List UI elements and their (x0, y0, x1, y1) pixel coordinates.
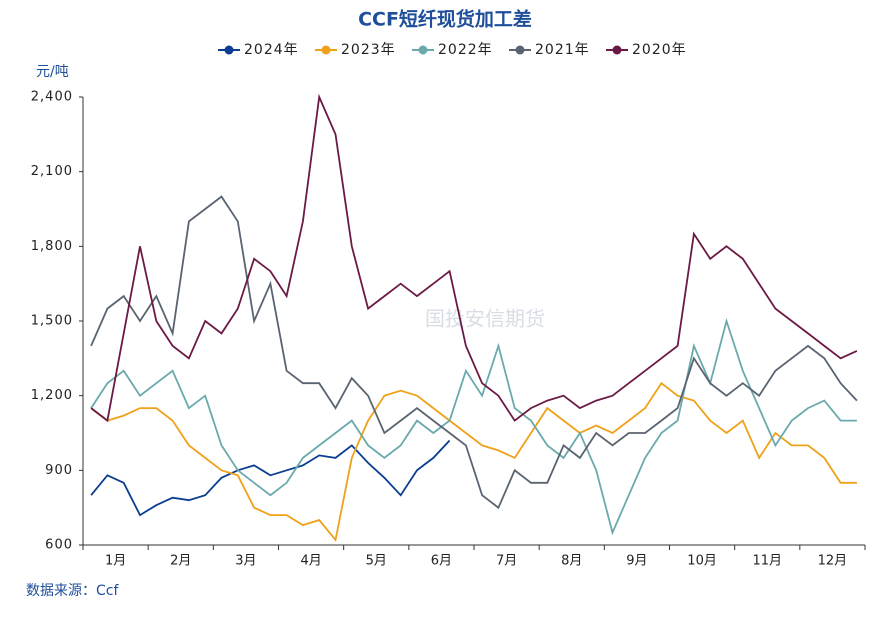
legend-marker (418, 45, 428, 55)
x-tick-label: 8月 (561, 554, 582, 569)
series-line (90, 439, 451, 517)
y-tick-label: 2,400 (31, 90, 73, 105)
y-tick-label: 900 (45, 463, 73, 478)
y-tick-label: 600 (45, 538, 73, 553)
x-tick-label: 2月 (170, 554, 191, 569)
chart-title: CCF短纤现货加工差 (358, 8, 532, 31)
series-line (90, 93, 858, 423)
x-tick-label: 1月 (105, 554, 126, 569)
legend-label: 2020年 (632, 42, 687, 58)
y-unit: 元/吨 (36, 64, 69, 80)
series-line (90, 317, 857, 536)
x-tick-label: 9月 (626, 554, 647, 569)
y-tick-label: 1,800 (31, 239, 73, 254)
series-line (90, 381, 857, 543)
legend-label: 2024年 (244, 42, 299, 58)
legend-marker (612, 45, 622, 55)
legend-marker (321, 45, 331, 55)
legend-label: 2023年 (341, 42, 396, 58)
legend-label: 2022年 (438, 42, 493, 58)
x-tick-label: 3月 (235, 554, 256, 569)
x-tick-label: 11月 (752, 554, 782, 569)
y-tick-label: 1,200 (31, 388, 73, 403)
watermark: 国投安信期货 (425, 307, 545, 331)
x-tick-label: 6月 (431, 554, 452, 569)
x-tick-label: 4月 (300, 554, 321, 569)
y-tick-label: 2,100 (31, 164, 73, 179)
x-tick-label: 12月 (818, 554, 848, 569)
x-tick-label: 5月 (366, 554, 387, 569)
x-tick-label: 10月 (687, 554, 717, 569)
series-line (90, 195, 858, 510)
x-tick-label: 7月 (496, 554, 517, 569)
source: 数据来源：Ccf (26, 583, 119, 599)
legend-label: 2021年 (535, 42, 590, 58)
legend-marker (515, 45, 525, 55)
y-tick-label: 1,500 (31, 314, 73, 329)
legend-marker (224, 45, 234, 55)
